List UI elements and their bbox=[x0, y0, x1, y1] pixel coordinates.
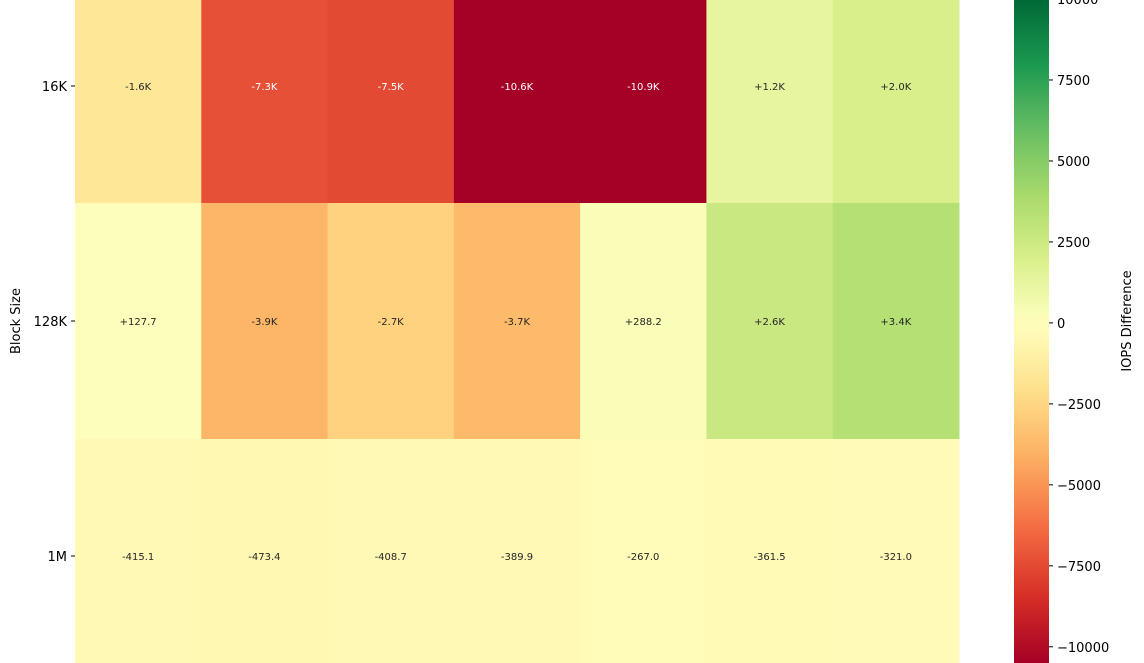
heatmap-cells bbox=[75, 0, 960, 663]
heatmap-cell bbox=[453, 0, 581, 203]
heatmap-cell bbox=[706, 0, 834, 203]
y-axis-label: Block Size bbox=[9, 288, 24, 354]
cell-value-label: +288.2 bbox=[625, 317, 662, 328]
heatmap-cell bbox=[832, 0, 960, 203]
cell-value-label: -473.4 bbox=[248, 552, 280, 563]
cell-value-label: -7.5K bbox=[378, 82, 405, 93]
colorbar-tick-label: 2500 bbox=[1057, 236, 1090, 251]
colorbar-tick-label: −2500 bbox=[1057, 398, 1101, 413]
colorbar-tick-label: −7500 bbox=[1057, 560, 1101, 575]
heatmap-cell bbox=[706, 203, 834, 439]
heatmap-cell bbox=[75, 0, 202, 203]
cell-value-label: -361.5 bbox=[753, 552, 785, 563]
colorbar-gradient bbox=[1014, 0, 1049, 663]
y-tick-label: 128K bbox=[34, 315, 68, 330]
heatmap-cell bbox=[706, 439, 834, 663]
cell-value-label: -267.0 bbox=[627, 552, 659, 563]
cell-value-label: -2.7K bbox=[378, 317, 405, 328]
cell-value-label: -1.6K bbox=[125, 82, 152, 93]
heatmap-cell bbox=[75, 439, 202, 663]
heatmap-cell bbox=[327, 203, 455, 439]
cell-value-label: -321.0 bbox=[880, 552, 912, 563]
colorbar-tick-label: 10000 bbox=[1057, 0, 1098, 8]
cell-value-label: -10.9K bbox=[627, 82, 660, 93]
colorbar-tick-label: −10000 bbox=[1057, 641, 1109, 656]
cell-value-label: +1.2K bbox=[754, 82, 785, 93]
colorbar-tick-label: −5000 bbox=[1057, 479, 1101, 494]
y-axis: 16K 128K 1M bbox=[34, 80, 75, 565]
cell-value-label: -7.3K bbox=[251, 82, 278, 93]
heatmap-cell bbox=[832, 203, 960, 439]
heatmap-cell bbox=[580, 203, 707, 439]
cell-value-label: -10.6K bbox=[501, 82, 534, 93]
colorbar-tick-label: 7500 bbox=[1057, 74, 1090, 89]
y-tick-label: 1M bbox=[48, 550, 68, 565]
colorbar: 10000 7500 5000 2500 0 −2500 −5000 −7500 −10000 I… bbox=[1014, 0, 1135, 663]
cell-value-label: -389.9 bbox=[501, 552, 533, 563]
heatmap-cell bbox=[453, 439, 581, 663]
cell-value-label: +2.6K bbox=[754, 317, 785, 328]
colorbar-tick-label: 0 bbox=[1057, 317, 1065, 332]
heatmap-cell bbox=[580, 0, 707, 203]
cell-value-label: +127.7 bbox=[120, 317, 157, 328]
cell-value-label: -415.1 bbox=[122, 552, 154, 563]
cell-value-label: -3.7K bbox=[504, 317, 531, 328]
cell-value-label: -3.9K bbox=[251, 317, 278, 328]
heatmap-cell bbox=[201, 439, 329, 663]
heatmap-cell bbox=[580, 439, 707, 663]
heatmap-cell bbox=[201, 203, 329, 439]
colorbar-tick-label: 5000 bbox=[1057, 155, 1090, 170]
heatmap-cell bbox=[327, 439, 455, 663]
heatmap-cell bbox=[75, 203, 202, 439]
heatmap-cell bbox=[453, 203, 581, 439]
heatmap-cell bbox=[832, 439, 960, 663]
cell-value-label: -408.7 bbox=[375, 552, 407, 563]
heatmap-cell-labels: -1.6K -7.3K -7.5K -10.6K -10.9K +1.2K +2.0K +12… bbox=[120, 82, 912, 563]
heatmap-cell bbox=[327, 0, 455, 203]
heatmap-cell bbox=[201, 0, 329, 203]
y-tick-label: 16K bbox=[42, 80, 68, 95]
cell-value-label: +3.4K bbox=[880, 317, 911, 328]
cell-value-label: +2.0K bbox=[880, 82, 911, 93]
colorbar-label: IOPS Difference bbox=[1120, 270, 1135, 371]
